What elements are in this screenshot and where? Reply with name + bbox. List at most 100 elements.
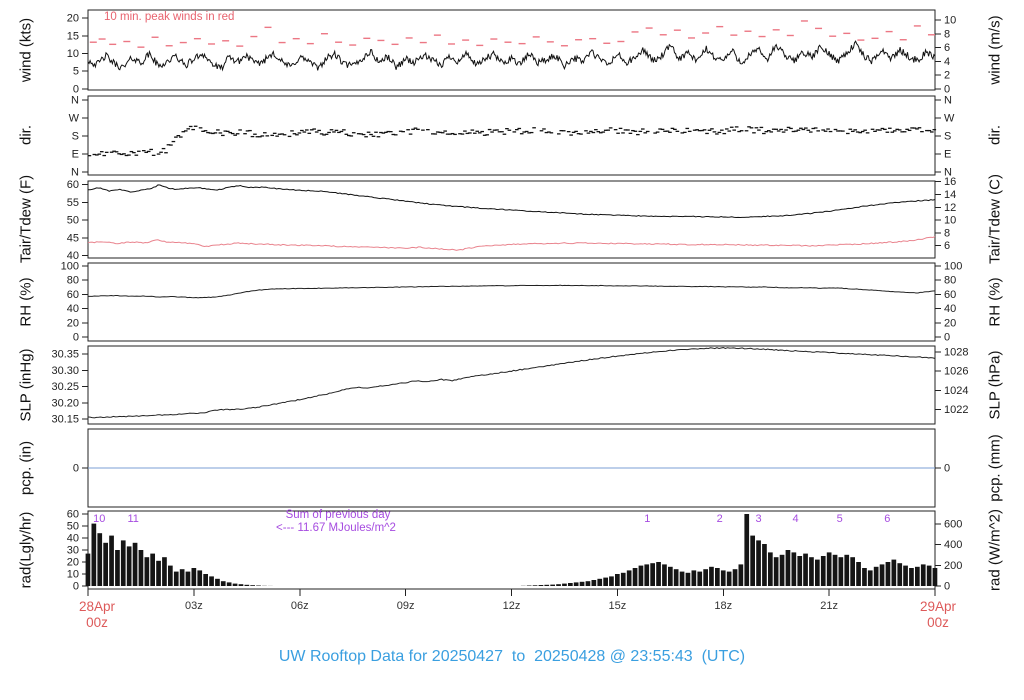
y-tick-label: 20	[67, 317, 79, 329]
y-tick-label: 14	[944, 189, 956, 201]
y-tick-label: 20	[67, 557, 79, 569]
y-tick-label: 100	[944, 260, 962, 272]
y-tick-label: 40	[944, 303, 956, 315]
y-tick-label: N	[944, 167, 952, 179]
y-tick-label: 30.25	[51, 381, 79, 393]
y-tick-label: 0	[73, 332, 79, 344]
x-date-label: 28Apr	[79, 599, 116, 614]
panel-rh: 0 20 40 60 80 100 0 20 40 60 80 100	[61, 260, 963, 343]
axis-title-slp-right: SLP (hPa)	[986, 350, 1004, 420]
y-tick-label: 55	[67, 197, 79, 209]
y-tick-label: 400	[944, 539, 962, 551]
y-tick-label: 30.20	[51, 397, 79, 409]
y-tick-label: W	[944, 113, 955, 125]
y-tick-label: 30.35	[51, 349, 79, 361]
y-tick-label: 40	[67, 303, 79, 315]
local-hour-label: 2	[717, 513, 723, 525]
y-tick-label: 0	[73, 463, 79, 475]
y-tick-label: 0	[944, 581, 950, 593]
x-tick-label: 09z	[397, 600, 415, 612]
y-tick-label: 8	[944, 28, 950, 40]
axis-title-pcp-left: pcp. (in)	[17, 440, 35, 496]
y-tick-label: 30	[67, 545, 79, 557]
y-tick-label: 60	[944, 289, 956, 301]
series-solar_radiation	[85, 514, 938, 586]
radiation-sum-value: <--- 11.67 MJoules/m^2	[276, 522, 396, 534]
series-sea_level_pressure	[87, 347, 936, 419]
peak-winds-note: 10 min. peak winds in red	[104, 11, 235, 23]
local-hour-label: 4	[793, 513, 799, 525]
y-tick-label: 60	[67, 289, 79, 301]
y-tick-label: 30.15	[51, 414, 79, 426]
axis-title-rad-left: rad(Lgly/hr)	[17, 511, 35, 589]
x-tick-label: 03z	[185, 600, 203, 612]
y-tick-label: 600	[944, 519, 962, 531]
y-tick-label: 50	[67, 215, 79, 227]
axis-title-tair-right: Tair/Tdew (C)	[986, 173, 1004, 265]
y-tick-label: S	[944, 131, 951, 143]
y-tick-label: 15	[67, 30, 79, 42]
axis-title-wind-left: wind (kts)	[17, 17, 35, 83]
y-tick-label: 1022	[944, 404, 968, 416]
y-tick-label: 2	[944, 70, 950, 82]
axis-title-pcp-right: pcp. (mm)	[986, 434, 1004, 502]
y-tick-label: 8	[944, 227, 950, 239]
y-tick-label: 16	[944, 176, 956, 188]
local-hour-label: 3	[755, 513, 761, 525]
y-tick-label: 1028	[944, 346, 968, 358]
series-relative_humidity	[87, 284, 936, 299]
x-date-label: 00z	[927, 615, 949, 630]
y-tick-label: 0	[944, 463, 950, 475]
x-tick-label: 06z	[291, 600, 309, 612]
local-hour-label: 5	[837, 513, 843, 525]
y-tick-label: 20	[67, 13, 79, 25]
local-hour-label: 11	[127, 513, 138, 525]
axis-title-wind-right: wind (m/s)	[986, 15, 1004, 85]
series-dew_point	[87, 236, 936, 251]
y-tick-label: 40	[67, 533, 79, 545]
y-tick-label: 1024	[944, 385, 968, 397]
axis-title-rh-right: RH (%)	[986, 277, 1004, 327]
local-hour-label: 1	[644, 513, 650, 525]
local-hour-label: 10	[93, 513, 105, 525]
y-tick-label: N	[71, 167, 79, 179]
panel-slp: 30.15 30.20 30.25 30.30 30.35 1022 1024 1026 102…	[51, 345, 968, 426]
series-wind_speed	[87, 40, 936, 72]
y-tick-label: 20	[944, 317, 956, 329]
y-tick-label: 50	[67, 521, 79, 533]
y-tick-label: 45	[67, 232, 79, 244]
y-tick-label: W	[69, 113, 80, 125]
y-tick-label: 80	[944, 275, 956, 287]
y-tick-label: 1026	[944, 366, 968, 378]
x-tick-label: 15z	[609, 600, 627, 612]
series-air_temperature	[87, 184, 936, 219]
y-tick-label: N	[944, 95, 952, 107]
y-tick-label: E	[72, 149, 79, 161]
y-tick-label: 60	[67, 509, 79, 521]
y-tick-label: 0	[944, 83, 950, 95]
y-tick-label: 12	[944, 202, 956, 214]
x-tick-label: 12z	[503, 600, 521, 612]
axis-title-rh-left: RH (%)	[17, 277, 35, 327]
radiation-sum-label: Sum of previous day	[285, 509, 391, 521]
y-tick-label: E	[944, 149, 951, 161]
y-tick-label: 80	[67, 275, 79, 287]
axis-title-dir-right: dir.	[986, 124, 1004, 146]
y-tick-label: 0	[73, 581, 79, 593]
series-peak_wind_10min	[89, 20, 935, 48]
x-tick-label: 21z	[820, 600, 838, 612]
y-tick-label: 0	[944, 332, 950, 344]
figure-title: UW Rooftop Data for 20250427 to 20250428…	[278, 648, 746, 665]
x-tick-label: 18z	[714, 600, 732, 612]
y-tick-label: 200	[944, 560, 962, 572]
y-tick-label: 5	[73, 66, 79, 78]
y-tick-label: 10	[944, 15, 956, 27]
axis-title-slp-left: SLP (inHg)	[17, 348, 35, 422]
